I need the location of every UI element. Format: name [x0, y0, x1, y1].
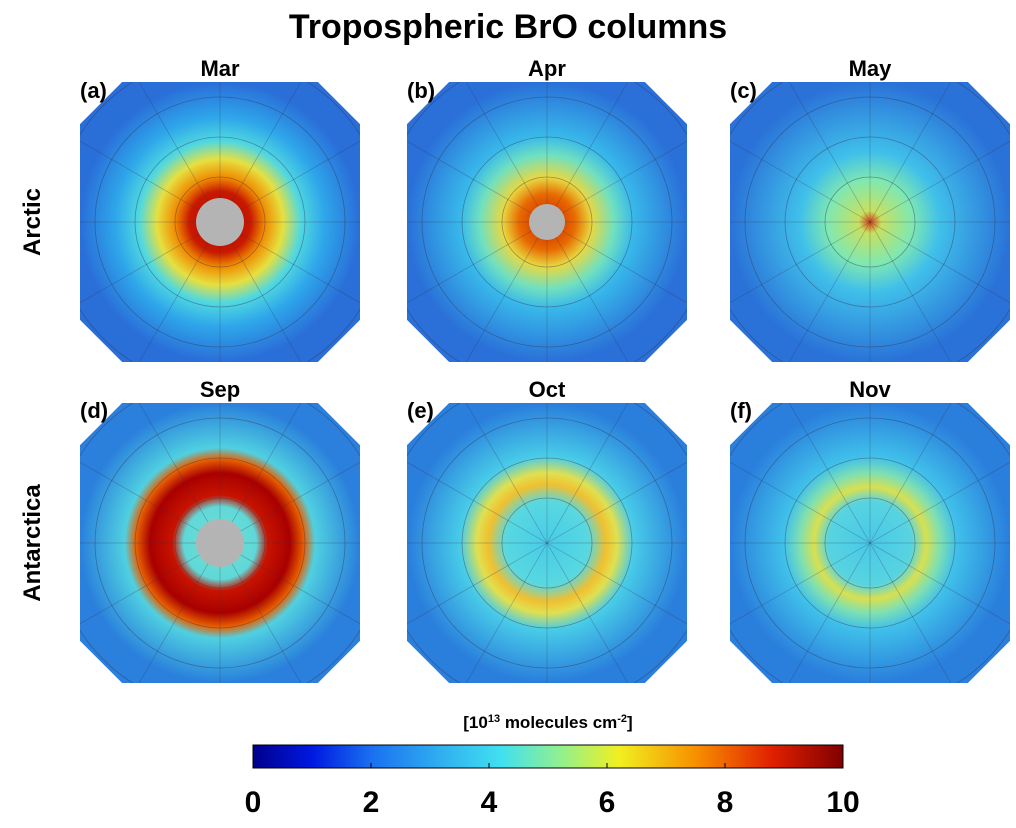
label-text: molecules cm — [500, 713, 617, 732]
row-label: Antarctica — [19, 484, 46, 602]
panel-tag: (e) — [407, 398, 434, 423]
colorbar-tick-label: 2 — [363, 786, 380, 819]
panel-month: May — [849, 56, 893, 81]
label-superscript: -2 — [617, 713, 627, 725]
colorbar — [253, 745, 843, 768]
colorbar-tick-label: 6 — [599, 786, 616, 819]
panel-month: Sep — [200, 377, 240, 402]
no-data-disk — [529, 204, 565, 240]
panel-tag: (d) — [80, 398, 108, 423]
no-data-disk — [196, 519, 244, 567]
colorbar-tick-label: 4 — [481, 786, 498, 819]
row-label: Arctic — [19, 188, 46, 256]
panel-month: Oct — [529, 377, 566, 402]
figure-title: Tropospheric BrO columns — [289, 8, 727, 46]
no-data-disk — [196, 198, 244, 246]
colorbar-tick-label: 0 — [245, 786, 262, 819]
colorbar-label: [1013 molecules cm-2] — [463, 713, 632, 732]
figure: Tropospheric BrO columns [1013 molecules… — [0, 0, 1016, 823]
page: Tropospheric BrO columns [1013 molecules… — [0, 0, 1016, 823]
panel-month: Apr — [528, 56, 566, 81]
colorbar-tick-label: 10 — [826, 786, 859, 819]
map-panel — [670, 343, 1016, 743]
panel-tag: (f) — [730, 398, 752, 423]
panel-month: Nov — [849, 377, 891, 402]
panel-month: Mar — [200, 56, 240, 81]
colorbar-tick-label: 8 — [717, 786, 734, 819]
panel-tag: (a) — [80, 78, 107, 103]
map-panel — [670, 22, 1016, 422]
label-superscript: 13 — [488, 713, 500, 725]
panel-tag: (b) — [407, 78, 435, 103]
label-text: ] — [627, 713, 633, 732]
label-text: [10 — [463, 713, 488, 732]
panel-tag: (c) — [730, 78, 757, 103]
